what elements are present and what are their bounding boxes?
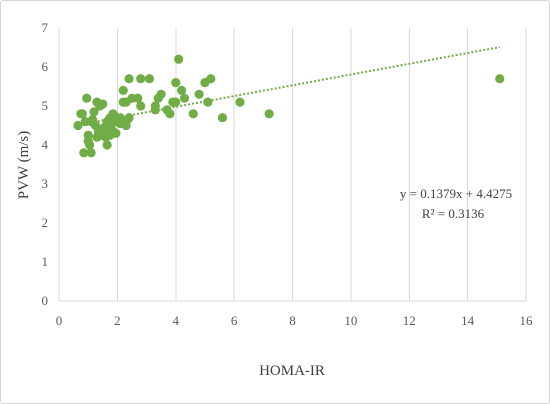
scatter-point <box>111 128 121 138</box>
scatter-point <box>98 99 108 109</box>
scatter-point <box>165 109 175 119</box>
y-tick-label: 1 <box>42 254 49 269</box>
x-tick-label: 4 <box>173 313 180 328</box>
scatter-point <box>150 101 160 111</box>
scatter-point <box>133 93 143 103</box>
scatter-point <box>174 54 184 64</box>
scatter-point <box>86 148 96 158</box>
y-tick-label: 4 <box>42 137 49 152</box>
scatter-point <box>194 89 204 99</box>
point-layer <box>73 54 505 158</box>
y-tick-label: 5 <box>42 98 49 113</box>
x-axis-title: HOMA-IR <box>259 363 325 379</box>
trendline-layer <box>77 46 500 126</box>
y-tick-label: 2 <box>42 215 49 230</box>
scatter-point <box>176 85 187 96</box>
scatter-point <box>77 109 87 119</box>
y-tick-label: 6 <box>42 59 49 74</box>
scatter-point <box>179 93 190 103</box>
x-tick-label: 12 <box>403 313 416 328</box>
y-axis-title: PVW (m/s) <box>16 131 32 199</box>
y-tick-label: 7 <box>42 20 49 35</box>
scatter-point <box>118 85 128 96</box>
scatter-point <box>89 107 99 117</box>
trendline-equation: y = 0.1379x + 4.4275 <box>400 186 512 201</box>
linear-trendline <box>77 46 500 126</box>
scatter-point <box>217 113 228 123</box>
x-tick-label: 16 <box>520 313 534 328</box>
scatter-point <box>235 97 245 107</box>
x-tick-label: 6 <box>231 313 238 328</box>
scatter-point <box>144 74 155 84</box>
scatter-point <box>124 113 134 123</box>
x-tick-label: 14 <box>461 313 475 328</box>
x-tick-label: 8 <box>289 313 296 328</box>
scatter-point <box>188 109 198 119</box>
scatter-point <box>206 74 216 84</box>
x-tick-label: 10 <box>344 313 357 328</box>
scatter-point <box>82 93 92 103</box>
scatter-point <box>136 101 146 111</box>
scatter-point <box>136 74 146 84</box>
grid-layer <box>58 28 527 301</box>
scatter-point <box>156 89 166 99</box>
r-squared-label: R² = 0.3136 <box>422 206 485 221</box>
scatter-point <box>495 74 505 84</box>
scatter-point <box>85 140 95 150</box>
y-tick-label: 0 <box>42 293 49 308</box>
scatter-point <box>124 74 134 84</box>
scatter-point <box>203 97 213 107</box>
x-tick-label: 2 <box>114 313 121 328</box>
scatter-point <box>171 97 181 107</box>
y-tick-label: 3 <box>42 176 49 191</box>
scatter-point <box>264 109 274 119</box>
scatter-point <box>102 140 112 150</box>
scatter-point <box>171 78 181 88</box>
scatter-point <box>73 120 83 131</box>
x-tick-label: 0 <box>56 313 63 328</box>
